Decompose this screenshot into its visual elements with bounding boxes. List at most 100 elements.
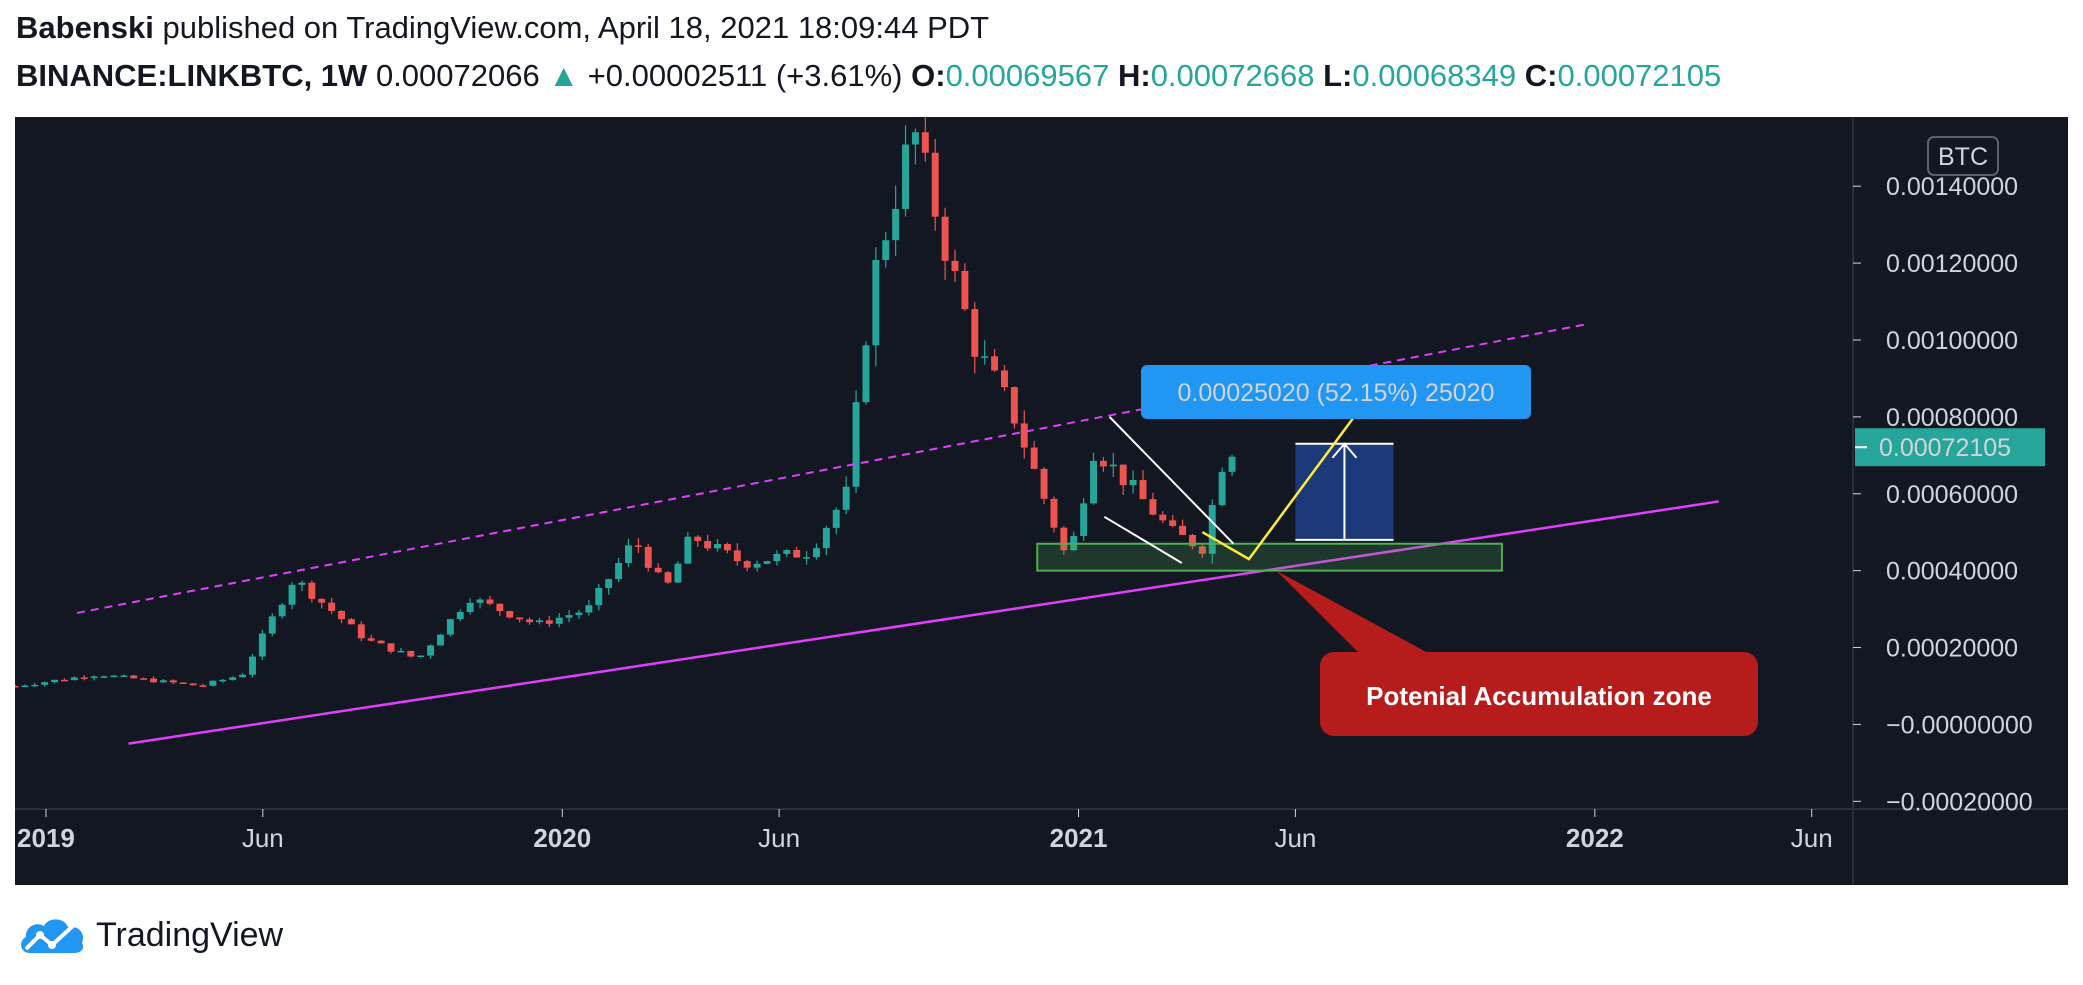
support-trendline bbox=[128, 500, 1719, 745]
candle-body bbox=[437, 634, 444, 646]
price-tick-label: 0.00060000 bbox=[1886, 481, 2018, 509]
chart-panel[interactable]: 0.00140000 0.00120000 0.00100000 0.00080000… bbox=[15, 117, 2068, 885]
candle-body bbox=[575, 612, 583, 616]
candle-body bbox=[169, 680, 177, 683]
high-key: H: bbox=[1117, 58, 1151, 93]
candle-body bbox=[159, 680, 167, 683]
candle-body bbox=[674, 563, 682, 583]
candle-body bbox=[1040, 468, 1048, 499]
time-tick-label: Jun bbox=[758, 823, 800, 853]
candle-body bbox=[1030, 447, 1038, 469]
candle-body bbox=[328, 602, 336, 611]
symbol-name[interactable]: BINANCE:LINKBTC, 1W bbox=[16, 58, 368, 93]
candle-body bbox=[595, 588, 603, 606]
candle-body bbox=[783, 550, 791, 554]
price-chart[interactable]: 0.00140000 0.00120000 0.00100000 0.00080000… bbox=[15, 117, 2068, 885]
time-tick-label: 2022 bbox=[1566, 823, 1624, 853]
low-value: 0.00068349 bbox=[1352, 58, 1517, 93]
candle-body bbox=[347, 619, 355, 625]
candle-body bbox=[506, 611, 514, 618]
last-price: 0.00072066 bbox=[375, 58, 540, 93]
candle-body bbox=[714, 543, 721, 549]
candles-group bbox=[15, 117, 1236, 688]
time-tick-label: 2021 bbox=[1050, 823, 1108, 853]
candle-body bbox=[803, 557, 811, 559]
price-tick-label: −0.00000000 bbox=[1886, 711, 2033, 739]
tradingview-cloud-icon[interactable] bbox=[16, 913, 88, 957]
close-value: 0.00072105 bbox=[1557, 58, 1722, 93]
candle-body bbox=[496, 603, 504, 612]
candle-body bbox=[268, 616, 276, 634]
candle-body bbox=[80, 677, 88, 679]
candle-body bbox=[545, 620, 553, 624]
candle-body bbox=[516, 617, 524, 620]
candle-body bbox=[892, 208, 900, 241]
price-tick-label: 0.00120000 bbox=[1886, 250, 2018, 278]
brand-name[interactable]: TradingView bbox=[96, 915, 284, 954]
candle-body bbox=[951, 260, 959, 271]
candle-body bbox=[1179, 525, 1187, 535]
author-name[interactable]: Babenski bbox=[16, 10, 154, 45]
candle-body bbox=[981, 356, 989, 358]
candle-body bbox=[565, 615, 573, 618]
candle-body bbox=[1090, 460, 1097, 504]
candle-body bbox=[1020, 423, 1028, 448]
low-key: L: bbox=[1323, 58, 1353, 93]
accumulation-zone-box bbox=[1036, 542, 1503, 572]
callout-label: Potenial Accumulation zone bbox=[1366, 681, 1712, 711]
candle-body bbox=[1169, 520, 1177, 526]
high-value: 0.00072668 bbox=[1150, 58, 1315, 93]
wedge-upper-line bbox=[1108, 416, 1235, 545]
candle-body bbox=[634, 545, 642, 547]
candle-body bbox=[229, 677, 237, 680]
candle-body bbox=[1189, 534, 1196, 547]
candle-body bbox=[822, 527, 830, 549]
candle-body bbox=[31, 684, 39, 687]
candle-body bbox=[832, 509, 840, 528]
candle-body bbox=[1099, 460, 1107, 467]
candle-body bbox=[90, 676, 98, 679]
candle-body bbox=[694, 536, 702, 542]
candle-body bbox=[911, 132, 919, 145]
price-change: +0.00002511 (+3.61%) bbox=[587, 58, 903, 93]
candle-body bbox=[249, 656, 256, 675]
candle-body bbox=[971, 309, 979, 357]
candle-body bbox=[1001, 370, 1008, 388]
candle-body bbox=[862, 345, 870, 403]
price-tick-label: 0.00100000 bbox=[1886, 327, 2018, 355]
candle-body bbox=[1198, 546, 1206, 554]
price-tick-label: −0.00020000 bbox=[1886, 788, 2033, 816]
candle-body bbox=[456, 611, 464, 620]
candle-body bbox=[417, 655, 425, 658]
candle-body bbox=[357, 624, 365, 639]
candle-body bbox=[258, 633, 266, 657]
time-tick-label: Jun bbox=[242, 823, 284, 853]
time-tick-label: Jun bbox=[1791, 823, 1833, 853]
candle-body bbox=[1050, 498, 1058, 528]
candle-body bbox=[110, 675, 118, 678]
candle-body bbox=[51, 679, 59, 683]
price-tick-label: 0.00080000 bbox=[1886, 404, 2018, 432]
time-tick-label: Jun bbox=[1274, 823, 1316, 853]
candle-body bbox=[130, 675, 138, 679]
time-tick-label: 2020 bbox=[533, 823, 591, 853]
candle-body bbox=[654, 567, 662, 573]
candle-body bbox=[298, 582, 306, 585]
publisher-line: Babenski published on TradingView.com, A… bbox=[16, 10, 989, 46]
candle-body bbox=[664, 572, 672, 583]
candle-body bbox=[882, 240, 890, 261]
candle-body bbox=[842, 486, 850, 510]
candle-body bbox=[387, 643, 395, 652]
candle-body bbox=[407, 650, 415, 657]
wedge-lower-line bbox=[1103, 515, 1183, 564]
candle-body bbox=[318, 598, 326, 603]
candle-body bbox=[793, 550, 801, 558]
candle-body bbox=[150, 678, 157, 683]
candle-body bbox=[743, 561, 751, 568]
candle-body bbox=[466, 602, 474, 612]
candle-body bbox=[535, 620, 543, 623]
candle-body bbox=[753, 563, 761, 568]
last-price-tag bbox=[1855, 428, 2045, 467]
measure-label-box bbox=[1141, 365, 1531, 419]
candle-body bbox=[1149, 499, 1157, 515]
